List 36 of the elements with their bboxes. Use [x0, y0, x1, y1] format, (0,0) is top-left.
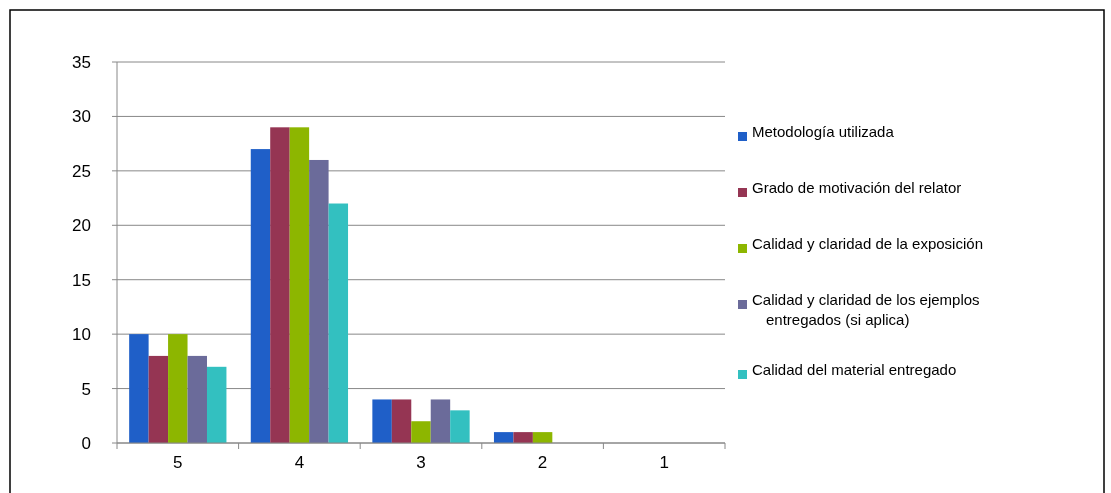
bar — [513, 432, 533, 443]
y-tick-label: 25 — [72, 161, 91, 181]
bar — [309, 159, 329, 443]
bar — [430, 399, 451, 443]
legend-label: Metodología utilizada — [752, 123, 895, 140]
y-tick-label: 5 — [81, 379, 91, 399]
y-tick-label: 0 — [81, 433, 91, 453]
bar — [129, 334, 149, 443]
x-tick-label: 2 — [537, 453, 548, 472]
y-tick-label: 35 — [72, 52, 91, 72]
legend-label: Calidad y claridad de los ejemplos entregados (si aplica) — [752, 291, 980, 328]
legend-label: Calidad y claridad de la exposición — [752, 235, 983, 252]
bar — [493, 432, 514, 443]
x-tick-label: 5 — [173, 453, 183, 472]
bar — [372, 399, 392, 443]
x-tick-label: 3 — [416, 453, 426, 472]
bar — [187, 355, 207, 443]
x-tick-label: 1 — [659, 453, 669, 472]
y-tick-label: 10 — [72, 325, 91, 345]
y-tick-label: 15 — [72, 270, 91, 290]
bar — [168, 334, 188, 443]
x-tick-label: 4 — [294, 453, 305, 472]
bar — [450, 410, 470, 443]
bar — [148, 355, 169, 443]
y-tick-label: 20 — [72, 216, 91, 236]
bar — [270, 127, 290, 443]
bar — [250, 149, 271, 443]
bar — [391, 399, 412, 443]
bar — [206, 366, 227, 443]
y-tick-label: 30 — [72, 107, 91, 127]
bar — [328, 203, 349, 443]
legend-label: Grado de motivación del relator — [752, 179, 962, 196]
legend-label: Calidad del material entregado — [752, 361, 957, 378]
bar — [411, 421, 431, 443]
bar — [532, 432, 553, 443]
bar — [289, 127, 310, 443]
